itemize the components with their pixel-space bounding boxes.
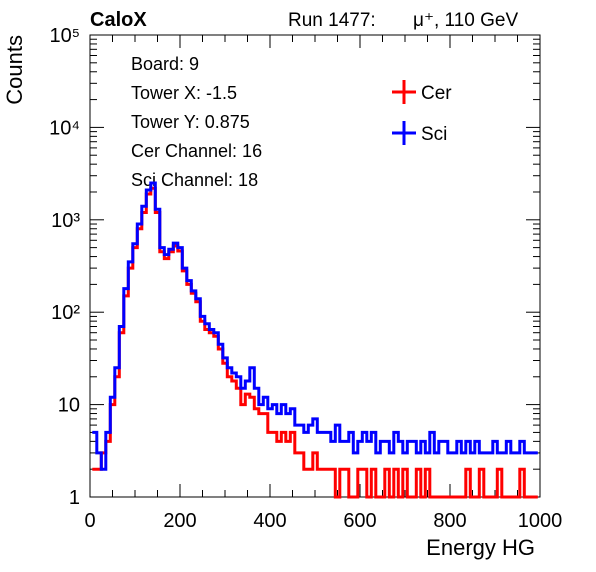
info-box-background: [115, 45, 360, 200]
x-tick-label: 400: [253, 510, 286, 532]
y-tick-label: 1: [69, 487, 80, 509]
info-tower-x: Tower X: -1.5: [131, 83, 237, 103]
x-tick-label: 1000: [518, 510, 563, 532]
series-line-sci: [92, 181, 538, 471]
x-tick-label: 600: [343, 510, 376, 532]
y-axis-title: Counts: [2, 35, 27, 105]
legend-label: Cer: [421, 83, 452, 104]
x-tick-label: 0: [84, 510, 95, 532]
series-layer: [92, 181, 538, 499]
x-tick-label: 200: [163, 510, 196, 532]
beam-label: μ⁺, 110 GeV: [413, 10, 518, 31]
y-tick-label: 10⁵: [49, 25, 80, 47]
y-tick-label: 10³: [51, 210, 80, 232]
info-board: Board: 9: [131, 54, 199, 74]
info-box: Board: 9 Tower X: -1.5 Tower Y: 0.875 Ce…: [115, 45, 360, 200]
run-label: Run 1477:: [288, 10, 376, 31]
legend-label: Sci: [421, 124, 447, 145]
info-sci-channel: Sci Channel: 18: [131, 170, 258, 190]
info-tower-y: Tower Y: 0.875: [131, 112, 250, 132]
y-tick-label: 10: [58, 395, 80, 417]
series-sci: [92, 181, 538, 471]
x-tick-label: 800: [433, 510, 466, 532]
x-axis-title: Energy HG: [426, 535, 535, 560]
y-tick-label: 10⁴: [49, 117, 80, 139]
info-cer-channel: Cer Channel: 16: [131, 141, 262, 161]
brand-label: CaloX: [90, 9, 147, 31]
legend: Cer Sci: [392, 80, 452, 145]
axes: 0 200 400 600 800 1000 1 10 10² 10³ 10⁴ 10⁵: [49, 25, 562, 532]
y-tick-label: 10²: [51, 302, 80, 324]
